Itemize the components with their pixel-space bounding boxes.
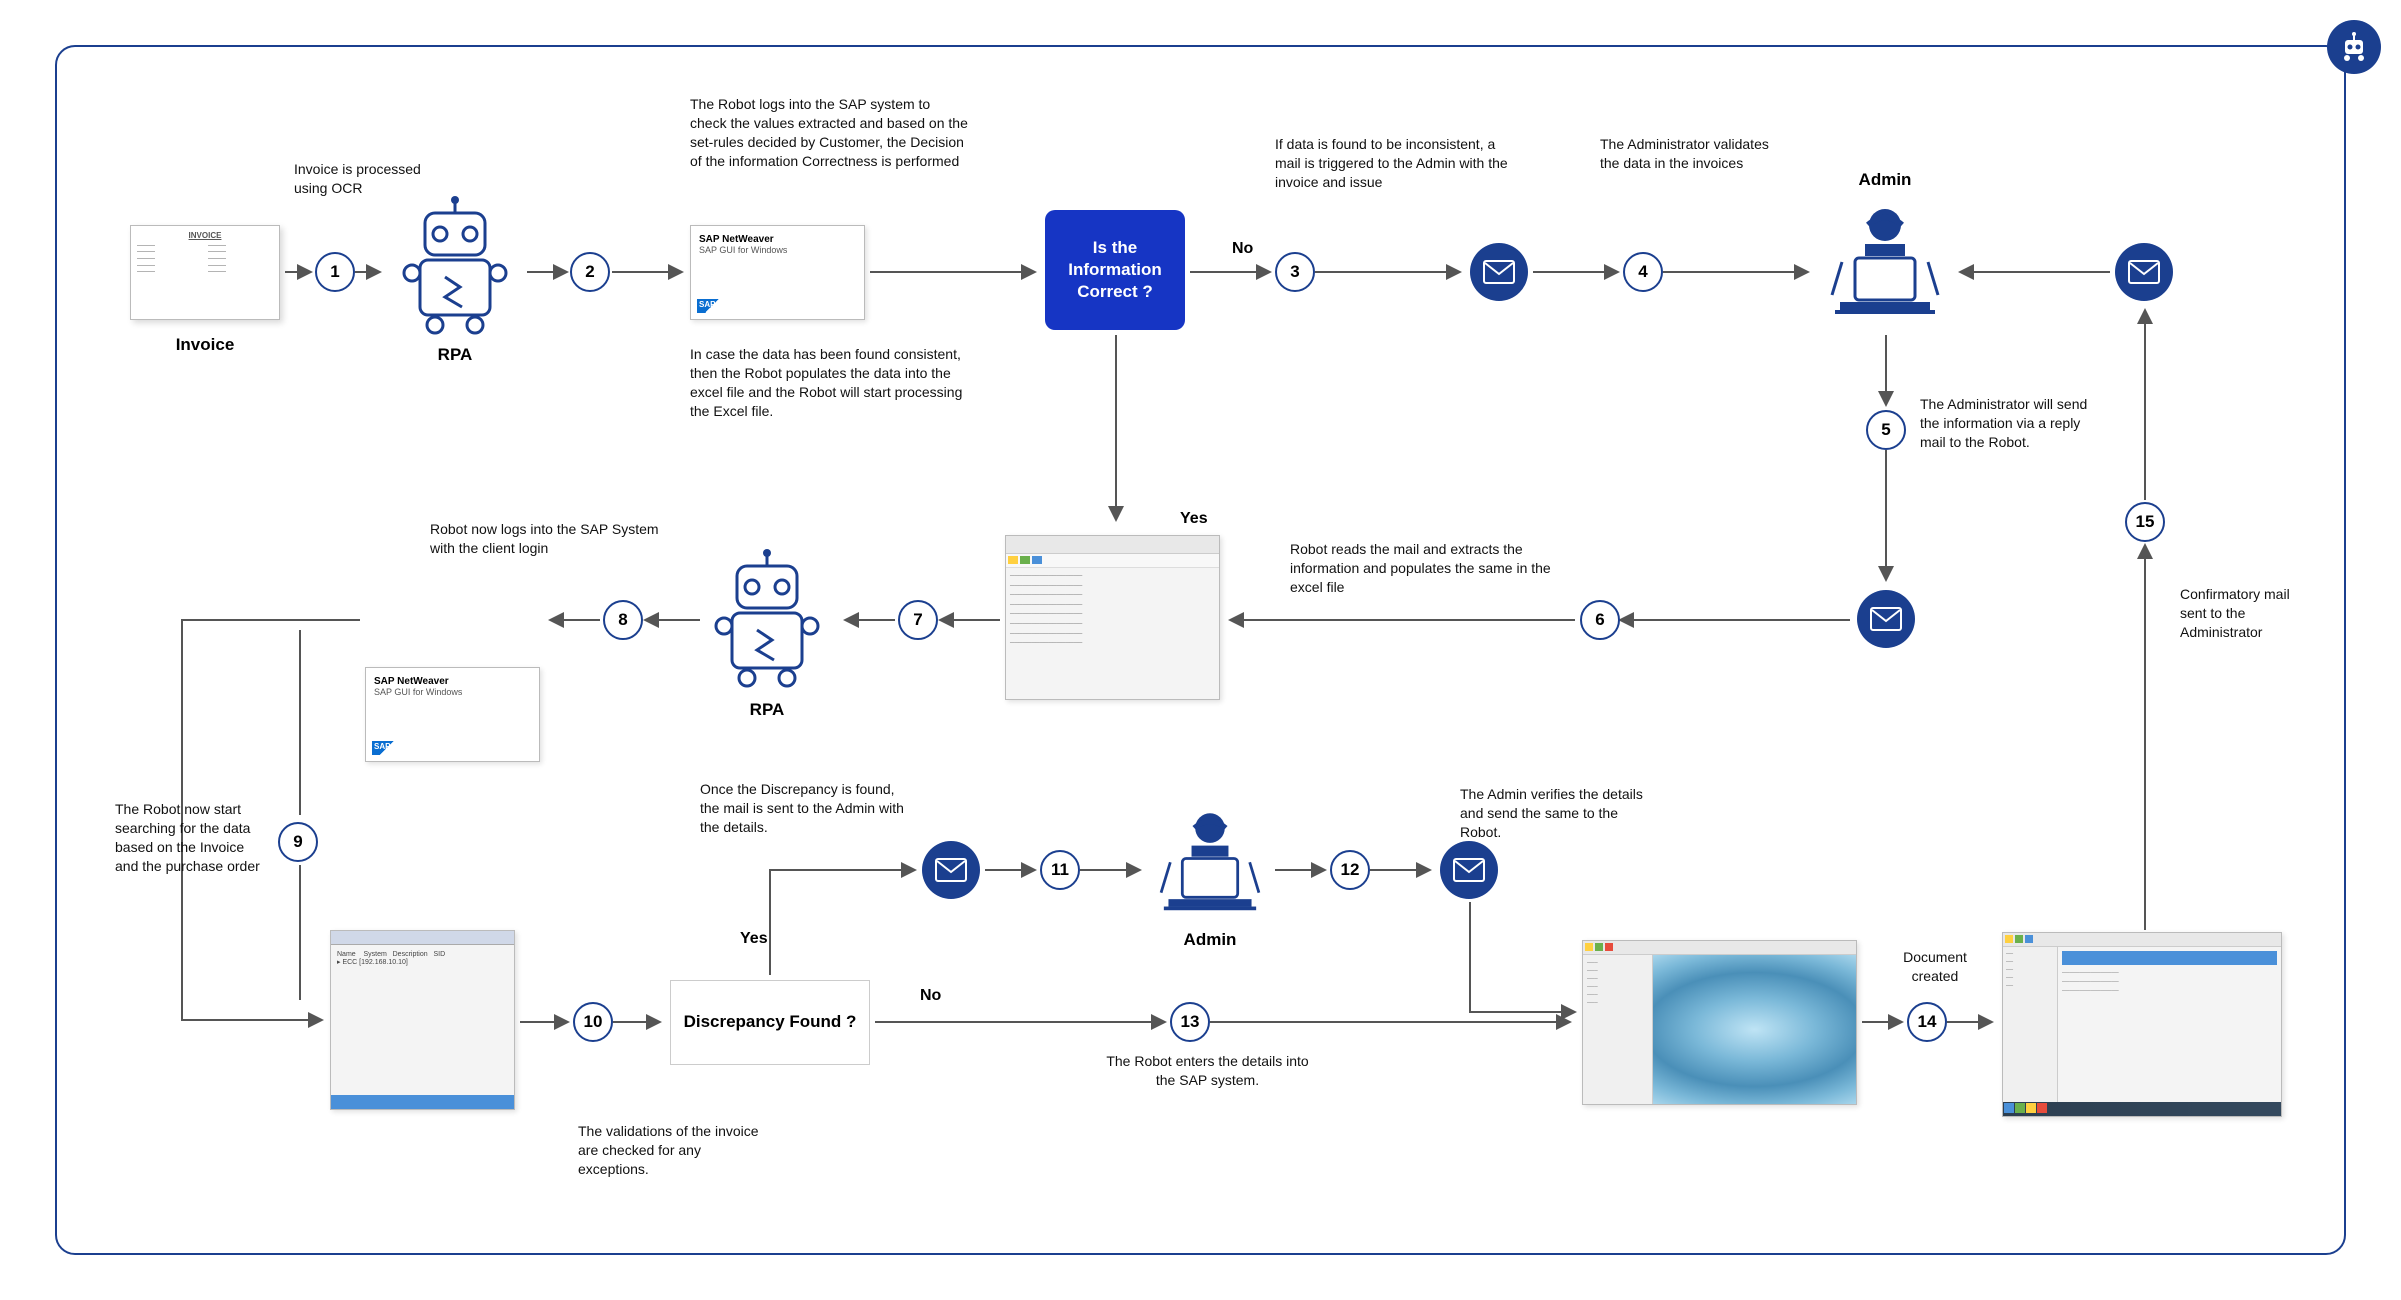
step-14: 14 bbox=[1907, 1002, 1947, 1042]
sap-title: SAP NetWeaver bbox=[699, 234, 856, 245]
robot-icon bbox=[390, 195, 520, 335]
step-2: 2 bbox=[570, 252, 610, 292]
sap-desktop-screenshot: ────────────────── bbox=[1582, 940, 1857, 1105]
admin-label-2: Admin bbox=[1150, 930, 1270, 950]
step13-caption: The Robot enters the details into the SA… bbox=[1100, 1052, 1315, 1090]
step14-caption: Document created bbox=[1885, 948, 1985, 986]
step9-caption: The Robot now start searching for the da… bbox=[115, 800, 270, 876]
invoice-label: Invoice bbox=[130, 335, 280, 355]
step-3: 3 bbox=[1275, 252, 1315, 292]
decision-discrepancy: Discrepancy Found ? bbox=[670, 980, 870, 1065]
step4-caption: The Administrator validates the data in … bbox=[1600, 135, 1790, 173]
sap-window-2: SAP NetWeaver SAP GUI for Windows SAP bbox=[365, 667, 540, 762]
sap-logo-icon-2: SAP bbox=[372, 741, 402, 755]
step-9: 9 bbox=[278, 822, 318, 862]
step-6: 6 bbox=[1580, 600, 1620, 640]
sap-list-screenshot: Name System Description SID▸ ECC [192.16… bbox=[330, 930, 515, 1110]
robot-badge-icon bbox=[2327, 20, 2381, 74]
step11-caption: Once the Discrepancy is found, the mail … bbox=[700, 780, 910, 837]
admin-icon-1 bbox=[1820, 200, 1950, 330]
yes1-label: Yes bbox=[1180, 510, 1208, 528]
step5-caption: The Administrator will send the informat… bbox=[1920, 395, 2090, 452]
mail-icon-1 bbox=[1470, 243, 1528, 301]
mail-icon-4 bbox=[1440, 841, 1498, 899]
decision-info-correct: Is the Information Correct ? bbox=[1045, 210, 1185, 330]
step-11: 11 bbox=[1040, 850, 1080, 890]
admin-icon-2 bbox=[1150, 805, 1270, 925]
step12-caption: The Admin verifies the details and send … bbox=[1460, 785, 1650, 842]
sap-window-1: SAP NetWeaver SAP GUI for Windows SAP bbox=[690, 225, 865, 320]
mail-icon-top-right bbox=[2115, 243, 2173, 301]
step15-caption: Confirmatory mail sent to the Administra… bbox=[2180, 585, 2320, 642]
step-4: 4 bbox=[1623, 252, 1663, 292]
sap-final-screenshot: ────────── ─────────────────────────────… bbox=[2002, 932, 2282, 1117]
step-7: 7 bbox=[898, 600, 938, 640]
step2-caption: The Robot logs into the SAP system to ch… bbox=[690, 95, 970, 171]
step-5: 5 bbox=[1866, 410, 1906, 450]
mail-icon-3 bbox=[922, 841, 980, 899]
step-15: 15 bbox=[2125, 502, 2165, 542]
step-10: 10 bbox=[573, 1002, 613, 1042]
step8-caption: Robot now logs into the SAP System with … bbox=[430, 520, 680, 558]
step-8: 8 bbox=[603, 600, 643, 640]
step-12: 12 bbox=[1330, 850, 1370, 890]
rpa-label-1: RPA bbox=[390, 345, 520, 365]
mail-icon-2 bbox=[1857, 590, 1915, 648]
sap-sub: SAP GUI for Windows bbox=[699, 245, 856, 255]
admin-label-1: Admin bbox=[1820, 170, 1950, 190]
step6-caption: Robot reads the mail and extracts the in… bbox=[1290, 540, 1580, 597]
step-1: 1 bbox=[315, 252, 355, 292]
step3-caption: If data is found to be inconsistent, a m… bbox=[1275, 135, 1515, 192]
invoice-doc-icon: INVOICE ——————————————— ——————————————— bbox=[130, 225, 280, 320]
step10-caption: The validations of the invoice are check… bbox=[578, 1122, 768, 1179]
step2b-caption: In case the data has been found consiste… bbox=[690, 345, 980, 421]
step1-caption: Invoice is processed using OCR bbox=[294, 160, 454, 198]
no2-label: No bbox=[920, 987, 941, 1005]
no1-label: No bbox=[1232, 240, 1253, 258]
sap-logo-icon: SAP bbox=[697, 299, 727, 313]
yes2-label: Yes bbox=[740, 930, 768, 948]
step-13: 13 bbox=[1170, 1002, 1210, 1042]
excel-screenshot: ────────────────────────────────────────… bbox=[1005, 535, 1220, 700]
rpa-label-2: RPA bbox=[702, 700, 832, 720]
robot-icon-2 bbox=[702, 548, 832, 688]
